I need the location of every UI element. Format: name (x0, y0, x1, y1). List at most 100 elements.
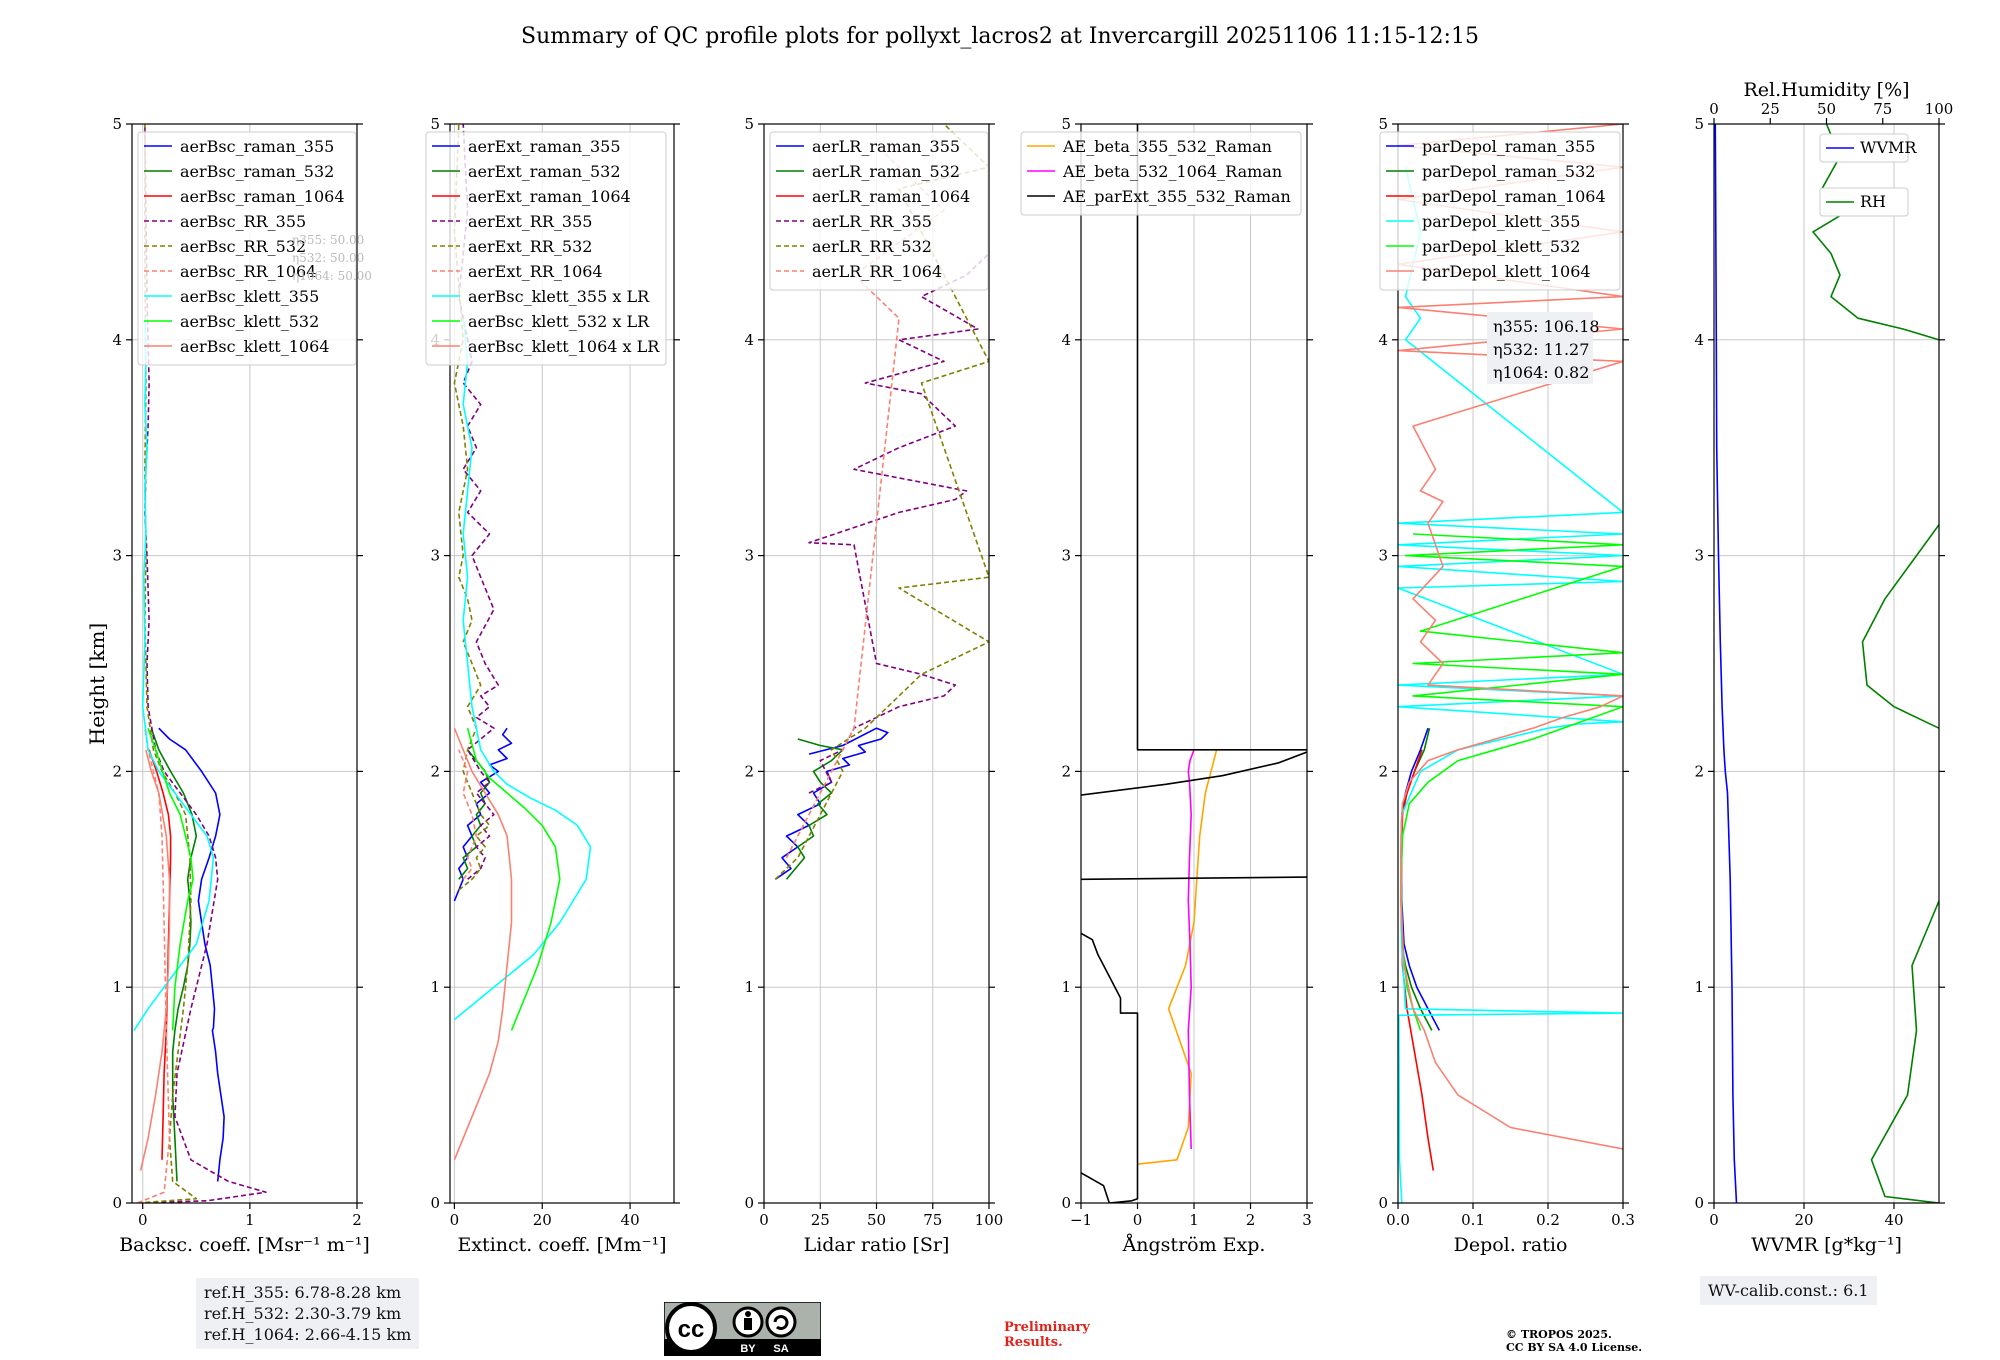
series-line (147, 727, 194, 1031)
plot-frame (449, 123, 675, 1204)
cc-main-text: cc (678, 1316, 705, 1343)
legend-label: aerLR_RR_1064 (812, 262, 942, 281)
legend-label: aerExt_raman_532 (468, 162, 621, 181)
series-group (453, 124, 592, 1161)
series-line (453, 124, 491, 891)
x-axis-label: Lidar ratio [Sr] (804, 1234, 950, 1256)
y-tick-label: 1 (1694, 978, 1704, 996)
legend-label: aerLR_raman_1064 (812, 187, 970, 206)
plot-frame (131, 123, 358, 1204)
y-tick-label: 5 (112, 115, 122, 133)
legend-label: parDepol_raman_532 (1422, 162, 1595, 181)
x2-tick-label: 50 (1817, 100, 1836, 118)
y-tick-label: 0 (1694, 1194, 1704, 1212)
legend-label: aerBsc_klett_532 x LR (468, 312, 650, 331)
x2-tick-label: 100 (1925, 100, 1954, 118)
x-tick-label: 100 (975, 1211, 1004, 1229)
x-tick-label: 0 (138, 1211, 148, 1229)
legend-label: aerExt_RR_355 (468, 212, 592, 231)
series-group (1081, 124, 1307, 1203)
legend-label: aerBsc_klett_1064 x LR (468, 337, 660, 356)
legend-label: aerLR_raman_532 (812, 162, 960, 181)
series-line (785, 738, 844, 880)
y-tick-label: 4 (112, 331, 122, 349)
y-tick-label: 1 (430, 978, 440, 996)
refh-355-text: ref.H_355: 6.78-8.28 km (204, 1283, 402, 1302)
legend-label: aerLR_RR_532 (812, 237, 932, 256)
y-tick-label: 4 (744, 331, 754, 349)
preliminary-line-2: Results. (1004, 1335, 1063, 1350)
annotation-text: η355: 106.18 (1493, 317, 1600, 336)
x2-tick-label: 75 (1873, 100, 1892, 118)
x-tick-label: 1 (245, 1211, 255, 1229)
annotation-text: η532: 11.27 (1493, 340, 1589, 359)
legend-box (769, 131, 989, 291)
legend-label: aerBsc_klett_355 (180, 287, 319, 306)
y-tick-label: 2 (112, 762, 122, 780)
x-tick-label: 40 (1884, 1211, 1903, 1229)
x-tick-label: 0 (1709, 1211, 1719, 1229)
legend-label: aerBsc_klett_355 x LR (468, 287, 650, 306)
series-line (139, 749, 171, 1171)
legend-label: aerBsc_klett_532 (180, 312, 319, 331)
series-line (808, 252, 989, 794)
series-line (1136, 124, 1307, 751)
wv-calib-text: WV-calib.const.: 6.1 (1708, 1281, 1869, 1300)
annotation-text: η532: 50.00 (292, 251, 364, 265)
y-tick-label: 5 (744, 115, 754, 133)
legend-box (425, 131, 667, 366)
y-tick-label: 1 (112, 978, 122, 996)
legend-label: aerBsc_klett_1064 (180, 337, 329, 356)
series-line (1400, 749, 1435, 1171)
legend-label: WVMR (1860, 138, 1917, 157)
x2-axis-label: Rel.Humidity [%] (1743, 79, 1909, 101)
y-tick-label: 3 (112, 547, 122, 565)
series-line (1714, 124, 1738, 1203)
series-line (1187, 749, 1195, 1150)
legend-label: aerBsc_RR_355 (180, 212, 306, 231)
y-tick-label: 0 (1061, 1194, 1071, 1212)
y-tick-label: 3 (1694, 547, 1704, 565)
y-tick-label: 5 (1061, 115, 1071, 133)
y-tick-label: 2 (430, 762, 440, 780)
annotation-text: η1064: 0.82 (1493, 363, 1589, 382)
legend-label: aerLR_raman_355 (812, 137, 960, 156)
legend-label: parDepol_klett_355 (1422, 212, 1580, 231)
y-tick-label: 5 (1694, 115, 1704, 133)
series-line (453, 318, 592, 1021)
series-line (458, 749, 478, 880)
x2-tick-label: 25 (1761, 100, 1780, 118)
y-tick-label: 5 (430, 115, 440, 133)
legend-label: parDepol_raman_1064 (1422, 187, 1606, 206)
y-tick-label: 4 (1061, 331, 1071, 349)
y-tick-label: 0 (744, 1194, 754, 1212)
series-line (133, 318, 215, 1031)
y-tick-label: 2 (744, 762, 754, 780)
x-axis-label: Extinct. coeff. [Mm⁻¹] (457, 1234, 666, 1256)
x-tick-label: −1 (1070, 1211, 1092, 1229)
x2-tick-label: 0 (1709, 100, 1719, 118)
legend-label: aerExt_RR_1064 (468, 262, 603, 281)
series-line (137, 124, 267, 1203)
legend-box (1819, 133, 1909, 163)
series-line (466, 727, 561, 1031)
legend-label: aerExt_raman_1064 (468, 187, 631, 206)
legend-label: parDepol_raman_355 (1422, 137, 1595, 156)
series-group (1714, 124, 1939, 1203)
x-axis-label: Depol. ratio (1454, 1234, 1568, 1256)
y-tick-label: 4 (1378, 331, 1388, 349)
cc-sa-text: SA (773, 1343, 788, 1355)
legend-label: aerBsc_raman_1064 (180, 187, 345, 206)
x-tick-label: 0.3 (1611, 1211, 1635, 1229)
legend-label: aerBsc_raman_532 (180, 162, 334, 181)
copyright-line-1: © TROPOS 2025. (1506, 1328, 1612, 1341)
x-tick-label: 0 (1133, 1211, 1143, 1229)
series-line (774, 727, 889, 880)
x-tick-label: 25 (811, 1211, 830, 1229)
x-tick-label: 3 (1302, 1211, 1312, 1229)
series-line (1137, 749, 1218, 1165)
x-axis-label: WVMR [g*kg⁻¹] (1751, 1234, 1902, 1256)
legend-label: aerExt_RR_532 (468, 237, 592, 256)
